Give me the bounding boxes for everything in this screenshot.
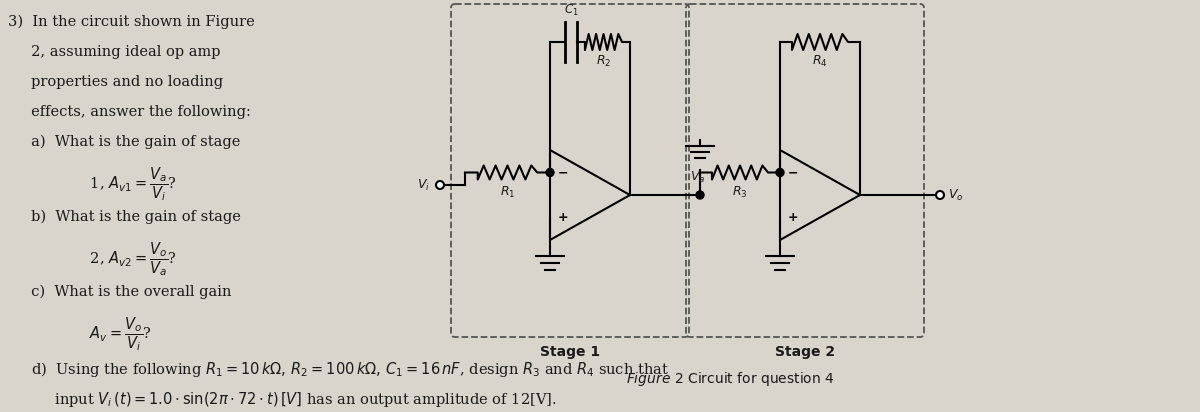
Text: +: +: [558, 211, 569, 224]
Text: $R_2$: $R_2$: [596, 54, 611, 69]
Text: 2, $A_{v2} = \dfrac{V_o}{V_a}$?: 2, $A_{v2} = \dfrac{V_o}{V_a}$?: [48, 240, 178, 278]
Circle shape: [436, 181, 444, 189]
Text: $A_v = \dfrac{V_o}{V_i}$?: $A_v = \dfrac{V_o}{V_i}$?: [48, 315, 152, 353]
Text: d)  Using the following $R_1 = 10\,k\Omega,\,R_2 = 100\,k\Omega,\,C_1 = 16\,nF$,: d) Using the following $R_1 = 10\,k\Omeg…: [8, 360, 668, 379]
Text: $R_3$: $R_3$: [732, 185, 748, 199]
Text: input $V_i\,(t) = 1.0\cdot\sin(2\pi\cdot72\cdot t)\,[V]$ has an output amplitude: input $V_i\,(t) = 1.0\cdot\sin(2\pi\cdot…: [8, 390, 557, 409]
Text: b)  What is the gain of stage: b) What is the gain of stage: [8, 210, 241, 225]
Text: −: −: [558, 166, 569, 179]
Text: $\mathit{Figure\ 2}$ Circuit for question 4: $\mathit{Figure\ 2}$ Circuit for questio…: [625, 370, 834, 388]
Text: $V_i$: $V_i$: [418, 178, 430, 192]
Text: a)  What is the gain of stage: a) What is the gain of stage: [8, 135, 240, 150]
Text: $R_1$: $R_1$: [499, 185, 515, 199]
Text: 2, assuming ideal op amp: 2, assuming ideal op amp: [8, 45, 221, 59]
Text: 3)  In the circuit shown in Figure: 3) In the circuit shown in Figure: [8, 15, 254, 29]
Circle shape: [776, 169, 784, 176]
Text: $R_4$: $R_4$: [812, 54, 828, 69]
Text: effects, answer the following:: effects, answer the following:: [8, 105, 251, 119]
Circle shape: [696, 191, 704, 199]
Text: c)  What is the overall gain: c) What is the overall gain: [8, 285, 232, 300]
Text: +: +: [788, 211, 799, 224]
Text: Stage 1: Stage 1: [540, 345, 600, 359]
Circle shape: [546, 169, 554, 176]
Text: −: −: [788, 166, 798, 179]
Text: $C_1$: $C_1$: [564, 3, 578, 18]
Text: properties and no loading: properties and no loading: [8, 75, 223, 89]
Text: 1, $A_{v1} = \dfrac{V_a}{V_i}$?: 1, $A_{v1} = \dfrac{V_a}{V_i}$?: [48, 165, 178, 203]
Circle shape: [936, 191, 944, 199]
Text: Stage 2: Stage 2: [775, 345, 835, 359]
Text: $V_a$: $V_a$: [690, 170, 706, 185]
Text: $V_o$: $V_o$: [948, 187, 964, 203]
